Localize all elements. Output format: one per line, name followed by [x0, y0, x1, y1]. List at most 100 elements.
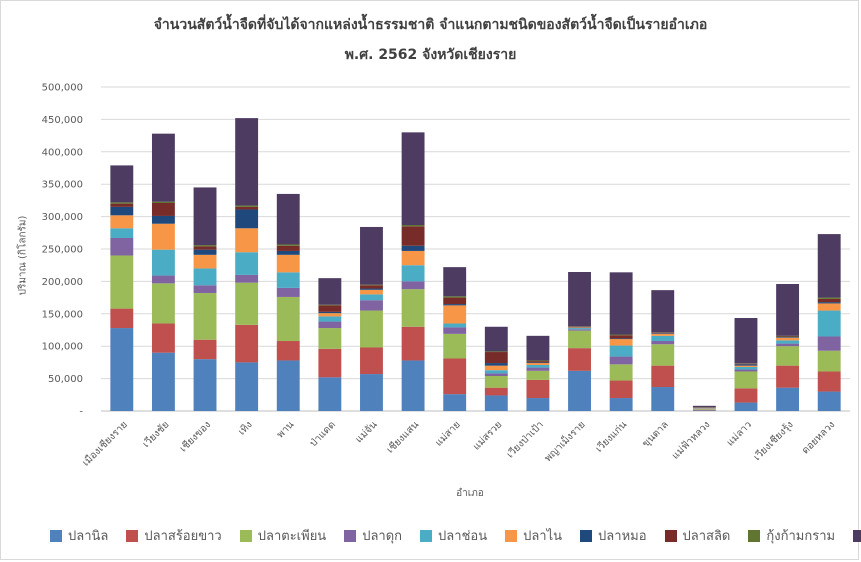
bar-segment [484, 376, 508, 388]
bar-segment [318, 321, 342, 329]
bar-segment [692, 405, 716, 408]
bar-segment [193, 285, 217, 294]
legend-item: ปลานิล [50, 525, 108, 546]
bar-segment [609, 272, 633, 335]
bar-segment [817, 336, 841, 351]
bar-segment [110, 237, 134, 256]
bar-segment [526, 362, 550, 364]
y-tick-label: 200,000 [42, 277, 83, 288]
bar-segment [443, 358, 467, 395]
bar-segment [360, 294, 383, 301]
bar-segment [193, 246, 217, 250]
bar-segment [568, 328, 591, 330]
legend-label: ปลาสร้อยขาว [144, 529, 222, 544]
x-tick-label: แม่สรวย [471, 419, 504, 452]
legend-item: ปลาสร้อยขาว [126, 525, 222, 546]
bar-segment [484, 352, 508, 364]
bar-segment [817, 303, 841, 311]
bar-segment [776, 343, 800, 347]
legend-label: ปลาช่อน [438, 529, 488, 544]
bar-segment [817, 371, 841, 392]
bar-segment [360, 284, 383, 286]
bar-segment [443, 327, 467, 334]
bar-segment [401, 281, 425, 290]
bar-segment [526, 361, 550, 363]
bar-segment [692, 409, 716, 410]
legend-swatch [580, 529, 593, 542]
legend-swatch [664, 529, 677, 542]
bar-segment [484, 395, 508, 411]
legend-label: ปลาดุก [362, 529, 403, 544]
bar-segment [776, 337, 800, 338]
x-tick-label: เชียงแสน [384, 419, 421, 456]
bar-segment [443, 267, 467, 297]
bar-segment [443, 296, 467, 298]
bar-segment [484, 373, 508, 377]
bar-segment [193, 249, 217, 255]
bar-segment [776, 283, 800, 336]
bar-segment [526, 370, 550, 380]
bar-segment [193, 293, 217, 340]
bar-segment [193, 339, 217, 360]
bar-segment [235, 362, 259, 411]
bar-segment [734, 369, 758, 372]
y-tick-label: 150,000 [42, 309, 83, 320]
bar-segment [401, 132, 425, 226]
bar-segment [401, 226, 425, 246]
bar-segment [817, 391, 841, 411]
bar-segment [401, 225, 425, 227]
bar-segment [734, 365, 758, 367]
bar-segment [110, 203, 134, 207]
x-tick-label: เวียงแก่น [593, 419, 629, 455]
bar-segment [526, 360, 550, 362]
bar-segment [318, 305, 342, 312]
bar-segment [651, 332, 675, 334]
bar-segment [276, 287, 300, 297]
bar-segment [235, 228, 259, 253]
x-tick-label: เวียงป่าเป้า [504, 419, 546, 461]
bar-segment [484, 351, 508, 353]
bar-segment [443, 323, 467, 328]
bar-segment [360, 374, 383, 411]
bar-segment [360, 285, 383, 289]
bar-segment [526, 335, 550, 361]
y-tick-label: 450,000 [42, 115, 83, 126]
y-tick-label: 400,000 [42, 147, 83, 158]
chart-subtitle: พ.ศ. 2562 จังหวัดเชียงราย [344, 47, 517, 63]
bar-segment [193, 254, 217, 269]
bar-segment [151, 275, 175, 284]
x-tick-label: แม่ลาว [725, 419, 754, 448]
legend-swatch [505, 529, 518, 542]
legend-item: ปลาช่อน [420, 525, 487, 546]
x-tick-label: เวียงชัย [140, 419, 171, 450]
bar-segment [151, 201, 175, 203]
bar-segment [235, 209, 259, 229]
bar-segment [692, 409, 716, 411]
bar-segment [193, 268, 217, 286]
bar-segment [568, 330, 591, 349]
bar-segment [193, 359, 217, 411]
bar-segment [235, 274, 259, 283]
bar-segment [276, 272, 300, 288]
bar-segment [734, 388, 758, 403]
bar-segment [609, 356, 633, 365]
bar-segment [110, 328, 134, 411]
bar-segment [776, 365, 800, 388]
bar-segment [151, 352, 175, 411]
bar-segment [526, 367, 550, 371]
bar-segment [651, 335, 675, 342]
y-tick-label: 100,000 [42, 342, 83, 353]
bar-segment [235, 205, 259, 207]
bar-segment [609, 398, 633, 411]
bar-segment [568, 348, 591, 371]
legend-swatch [853, 529, 861, 542]
bar-segment [318, 304, 342, 306]
legend-label: ปลานิล [68, 529, 109, 544]
bar-segment [776, 387, 800, 411]
x-tick-label: แม่ฟ้าหลวง [669, 419, 712, 462]
bar-segment [401, 326, 425, 361]
legend-label: ปลาตะเพียน [257, 529, 327, 544]
bar-segment [568, 272, 591, 327]
chart-title: จำนวนสัตว์น้ำจืดที่จับได้จากแหล่งน้ำธรรม… [153, 17, 708, 33]
